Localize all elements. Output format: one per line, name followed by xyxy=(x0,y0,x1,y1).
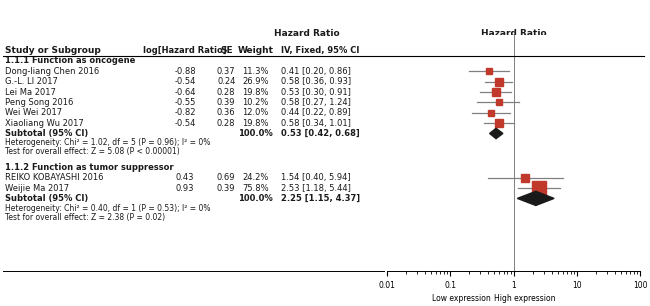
Text: 19.8%: 19.8% xyxy=(242,88,268,97)
Text: log[Hazard Ratio]: log[Hazard Ratio] xyxy=(144,46,227,55)
Text: IV, Fixed, 95% CI: IV, Fixed, 95% CI xyxy=(474,46,552,55)
Text: Subtotal (95% CI): Subtotal (95% CI) xyxy=(5,194,88,203)
Text: 0.44 [0.22, 0.89]: 0.44 [0.22, 0.89] xyxy=(281,108,350,117)
Text: SE: SE xyxy=(220,46,233,55)
Text: 1.1.1 Function as oncogene: 1.1.1 Function as oncogene xyxy=(5,56,136,65)
Text: 19.8%: 19.8% xyxy=(242,119,268,128)
Text: Hazard Ratio: Hazard Ratio xyxy=(481,29,546,38)
Text: 0.43: 0.43 xyxy=(176,173,194,182)
Text: Dong-liang Chen 2016: Dong-liang Chen 2016 xyxy=(5,67,99,76)
Text: 0.36: 0.36 xyxy=(217,108,235,117)
Text: -0.64: -0.64 xyxy=(174,88,196,97)
Text: -0.82: -0.82 xyxy=(174,108,196,117)
Text: 0.28: 0.28 xyxy=(217,88,235,97)
Text: 1.1.2 Function as tumor suppressor: 1.1.2 Function as tumor suppressor xyxy=(5,163,174,172)
Text: 2.53 [1.18, 5.44]: 2.53 [1.18, 5.44] xyxy=(281,184,351,192)
Text: -0.88: -0.88 xyxy=(174,67,196,76)
Text: 100.0%: 100.0% xyxy=(238,194,273,203)
Text: 11.3%: 11.3% xyxy=(242,67,268,76)
Text: Weight: Weight xyxy=(237,46,274,55)
Text: Wei Wei 2017: Wei Wei 2017 xyxy=(5,108,62,117)
Text: 0.28: 0.28 xyxy=(217,119,235,128)
Text: -0.55: -0.55 xyxy=(175,98,196,107)
Text: Test for overall effect: Z = 5.08 (P < 0.00001): Test for overall effect: Z = 5.08 (P < 0… xyxy=(5,147,180,156)
Text: 0.41 [0.20, 0.86]: 0.41 [0.20, 0.86] xyxy=(281,67,351,76)
Text: Lei Ma 2017: Lei Ma 2017 xyxy=(5,88,56,97)
Text: Heterogeneity: Chi² = 1.02, df = 5 (P = 0.96); I² = 0%: Heterogeneity: Chi² = 1.02, df = 5 (P = … xyxy=(5,138,211,147)
Polygon shape xyxy=(517,191,554,205)
Text: -0.54: -0.54 xyxy=(175,77,196,86)
Text: 24.2%: 24.2% xyxy=(242,173,268,182)
Text: 12.0%: 12.0% xyxy=(242,108,268,117)
Text: Low expression: Low expression xyxy=(432,294,491,303)
Text: 0.69: 0.69 xyxy=(217,173,235,182)
Text: 0.93: 0.93 xyxy=(176,184,194,192)
Text: 0.58 [0.36, 0.93]: 0.58 [0.36, 0.93] xyxy=(281,77,351,86)
Text: 0.39: 0.39 xyxy=(217,184,235,192)
Text: Heterogeneity: Chi² = 0.40, df = 1 (P = 0.53); I² = 0%: Heterogeneity: Chi² = 0.40, df = 1 (P = … xyxy=(5,204,211,213)
Text: 10.2%: 10.2% xyxy=(242,98,268,107)
Text: 0.53 [0.42, 0.68]: 0.53 [0.42, 0.68] xyxy=(281,129,359,138)
Text: REIKO KOBAYASHI 2016: REIKO KOBAYASHI 2016 xyxy=(5,173,104,182)
Text: 100.0%: 100.0% xyxy=(238,129,273,138)
Text: 0.39: 0.39 xyxy=(217,98,235,107)
Polygon shape xyxy=(489,128,503,139)
Text: 0.58 [0.27, 1.24]: 0.58 [0.27, 1.24] xyxy=(281,98,351,107)
Text: 0.37: 0.37 xyxy=(217,67,235,76)
Text: Study or Subgroup: Study or Subgroup xyxy=(5,46,101,55)
Text: 0.53 [0.30, 0.91]: 0.53 [0.30, 0.91] xyxy=(281,88,351,97)
Text: Weijie Ma 2017: Weijie Ma 2017 xyxy=(5,184,70,192)
Text: G.-L. LI 2017: G.-L. LI 2017 xyxy=(5,77,58,86)
Text: Peng Song 2016: Peng Song 2016 xyxy=(5,98,73,107)
Text: 0.58 [0.34, 1.01]: 0.58 [0.34, 1.01] xyxy=(281,119,351,128)
Text: 2.25 [1.15, 4.37]: 2.25 [1.15, 4.37] xyxy=(281,194,360,203)
Text: 0.24: 0.24 xyxy=(217,77,235,86)
Text: Subtotal (95% CI): Subtotal (95% CI) xyxy=(5,129,88,138)
Text: Xiaoliang Wu 2017: Xiaoliang Wu 2017 xyxy=(5,119,84,128)
Text: IV, Fixed, 95% CI: IV, Fixed, 95% CI xyxy=(281,46,359,55)
Text: 1.54 [0.40, 5.94]: 1.54 [0.40, 5.94] xyxy=(281,173,350,182)
Text: High expression: High expression xyxy=(494,294,556,303)
Text: 26.9%: 26.9% xyxy=(242,77,268,86)
Text: Test for overall effect: Z = 2.38 (P = 0.02): Test for overall effect: Z = 2.38 (P = 0… xyxy=(5,213,165,222)
Text: -0.54: -0.54 xyxy=(175,119,196,128)
Text: Hazard Ratio: Hazard Ratio xyxy=(274,29,339,38)
Text: 75.8%: 75.8% xyxy=(242,184,268,192)
